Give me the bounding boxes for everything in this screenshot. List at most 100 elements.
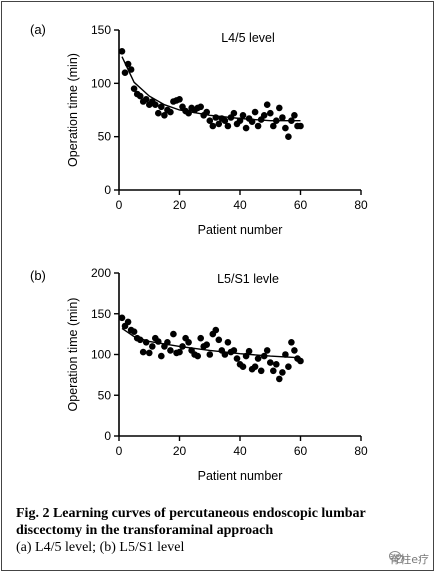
data-point bbox=[279, 369, 286, 376]
data-point bbox=[212, 114, 220, 121]
data-point bbox=[248, 118, 256, 125]
data-point bbox=[233, 355, 241, 362]
data-point bbox=[276, 375, 283, 383]
data-point bbox=[297, 122, 304, 130]
caption-title: Fig. 2 Learning curves of percutaneous e… bbox=[16, 506, 366, 538]
fit-curve bbox=[121, 56, 301, 122]
data-point bbox=[161, 112, 168, 119]
data-point bbox=[282, 124, 289, 132]
data-point bbox=[118, 48, 126, 55]
data-point bbox=[279, 114, 286, 121]
data-point bbox=[236, 117, 244, 124]
data-point bbox=[267, 359, 274, 366]
data-point bbox=[149, 343, 156, 350]
data-point bbox=[251, 108, 259, 116]
watermark: 脊柱e疗 bbox=[389, 551, 429, 567]
data-point bbox=[263, 101, 271, 108]
data-point bbox=[176, 96, 183, 103]
y-tick-label: 50 bbox=[98, 130, 112, 144]
chart-panel-1: 0 50 100 150 0 20 40 60 80 Patient number Operatio… bbox=[30, 22, 368, 237]
panel-label: (a) bbox=[30, 22, 46, 37]
data-point bbox=[263, 347, 271, 354]
x-tick-label: 60 bbox=[294, 198, 308, 212]
y-tick-label: 0 bbox=[104, 429, 111, 443]
data-point bbox=[254, 122, 262, 130]
data-point bbox=[158, 352, 165, 360]
data-point bbox=[185, 339, 192, 346]
chart-title: L4/5 level bbox=[221, 31, 275, 45]
data-point bbox=[260, 112, 268, 119]
data-point bbox=[282, 351, 289, 358]
y-tick-label: 100 bbox=[91, 348, 111, 362]
data-point bbox=[260, 352, 268, 360]
data-point bbox=[254, 355, 262, 362]
data-point bbox=[127, 66, 135, 73]
data-point bbox=[215, 120, 223, 128]
x-tick-label: 20 bbox=[173, 444, 187, 458]
data-point bbox=[224, 122, 232, 130]
data-point bbox=[167, 108, 174, 116]
data-point bbox=[155, 109, 162, 117]
data-point bbox=[130, 85, 138, 92]
data-point bbox=[230, 109, 238, 117]
data-point bbox=[146, 349, 153, 357]
data-point bbox=[285, 363, 292, 371]
x-axis-label: Patient number bbox=[198, 223, 283, 237]
y-tick-label: 0 bbox=[104, 183, 111, 197]
data-point bbox=[273, 361, 280, 368]
x-tick-label: 20 bbox=[173, 198, 187, 212]
data-point bbox=[206, 117, 214, 124]
x-tick-label: 40 bbox=[233, 444, 247, 458]
data-point bbox=[136, 92, 144, 100]
data-point bbox=[285, 133, 292, 140]
data-point bbox=[221, 351, 229, 358]
x-tick-label: 40 bbox=[233, 198, 247, 212]
data-point bbox=[124, 318, 132, 326]
data-point bbox=[203, 341, 210, 349]
data-point bbox=[194, 352, 201, 360]
data-point bbox=[158, 103, 165, 111]
data-point bbox=[230, 347, 238, 354]
data-point bbox=[121, 69, 129, 76]
figure-svg: 0 50 100 150 0 20 40 60 80 Patient number Operatio… bbox=[30, 22, 368, 483]
data-point bbox=[164, 339, 171, 346]
y-tick-label: 150 bbox=[91, 307, 111, 321]
data-point bbox=[152, 101, 159, 108]
x-tick-label: 0 bbox=[116, 444, 123, 458]
x-tick-label: 0 bbox=[116, 198, 123, 212]
data-point bbox=[124, 60, 132, 68]
data-point bbox=[206, 351, 214, 358]
wechat-icon bbox=[389, 551, 405, 564]
data-point bbox=[142, 96, 150, 103]
y-tick-label: 100 bbox=[91, 76, 111, 90]
figure-caption: Fig. 2 Learning curves of percutaneous e… bbox=[16, 505, 431, 557]
data-point bbox=[118, 314, 126, 322]
x-tick-label: 80 bbox=[354, 198, 368, 212]
data-point bbox=[142, 339, 150, 346]
y-axis-label: Operation time (min) bbox=[66, 298, 80, 412]
data-point bbox=[170, 330, 177, 338]
data-point bbox=[239, 363, 247, 371]
data-point bbox=[167, 347, 174, 354]
data-point bbox=[139, 348, 147, 356]
data-point bbox=[270, 122, 277, 130]
data-point bbox=[251, 363, 259, 371]
data-point bbox=[130, 328, 138, 336]
data-point bbox=[155, 338, 162, 345]
data-point bbox=[185, 109, 192, 117]
data-point bbox=[197, 103, 204, 111]
data-point bbox=[136, 336, 144, 344]
data-point bbox=[245, 347, 253, 355]
data-point bbox=[215, 336, 223, 344]
data-point bbox=[297, 357, 304, 365]
data-point bbox=[267, 109, 274, 117]
x-tick-label: 80 bbox=[354, 444, 368, 458]
data-point bbox=[224, 339, 232, 346]
panel-label: (b) bbox=[30, 268, 46, 283]
data-point bbox=[203, 108, 210, 116]
data-point bbox=[242, 352, 250, 360]
data-point bbox=[242, 124, 250, 132]
data-point bbox=[176, 348, 183, 356]
data-point bbox=[276, 104, 283, 112]
